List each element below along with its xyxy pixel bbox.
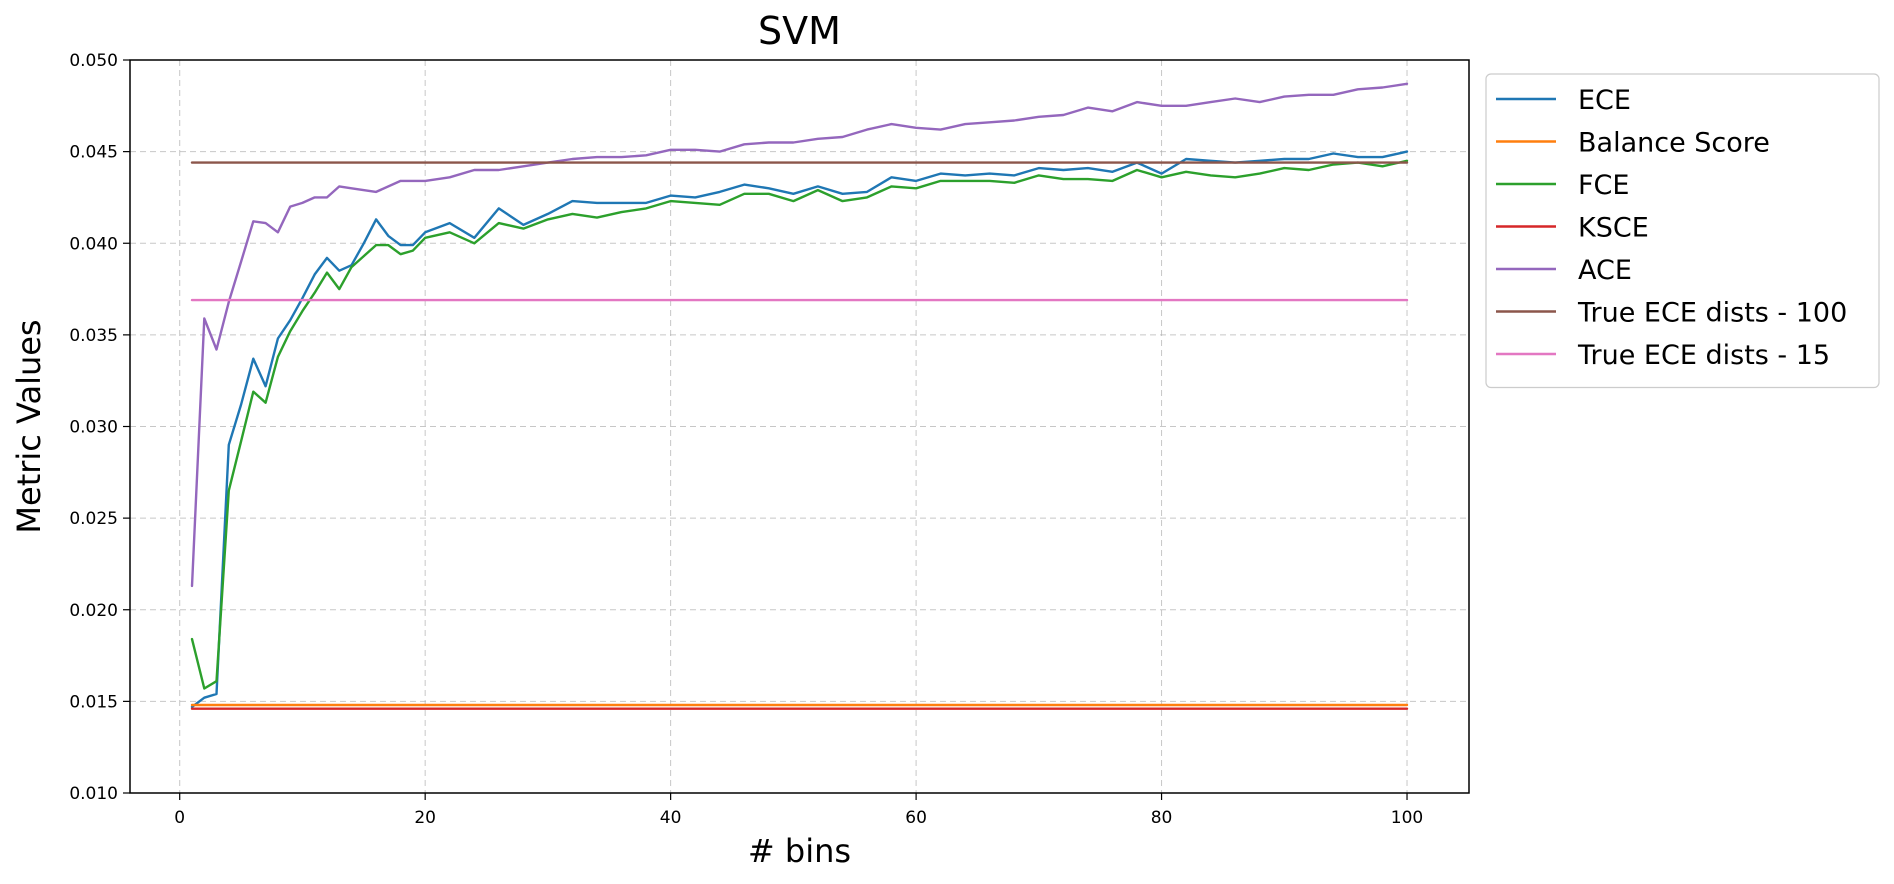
series-line-ece <box>190 150 1409 709</box>
y-axis-ticks: 0.010 0.015 0.020 0.025 0.030 0.035 0.040 0.045… <box>69 51 130 804</box>
y-tick-label: 0.040 <box>69 234 118 254</box>
series-line-ace <box>190 82 1409 588</box>
legend-label-ksce: KSCE <box>1578 213 1649 244</box>
x-tick-label: 60 <box>905 808 927 828</box>
series-line-fce <box>190 159 1409 690</box>
y-tick-label: 0.010 <box>69 784 118 804</box>
y-tick-label: 0.050 <box>69 51 118 71</box>
legend-label-true-ece-dists-15: True ECE dists - 15 <box>1577 340 1830 371</box>
x-axis-label: # bins <box>748 832 851 870</box>
series-lines <box>190 82 1409 710</box>
x-axis-ticks: 0 20 40 60 80 100 <box>174 793 1423 828</box>
x-tick-label: 100 <box>1391 808 1423 828</box>
x-tick-label: 0 <box>174 808 185 828</box>
legend-label-true-ece-dists-100: True ECE dists - 100 <box>1577 298 1847 329</box>
legend-label-fce: FCE <box>1578 170 1629 201</box>
legend-label-ace: ACE <box>1578 255 1632 286</box>
y-tick-label: 0.025 <box>69 509 118 529</box>
x-tick-label: 20 <box>414 808 436 828</box>
y-tick-label: 0.045 <box>69 143 118 163</box>
y-tick-label: 0.020 <box>69 601 118 621</box>
x-tick-label: 40 <box>660 808 682 828</box>
legend: ECE Balance Score FCE KSCE ACE True ECE dists… <box>1485 73 1880 389</box>
legend-label-ece: ECE <box>1578 85 1631 116</box>
y-tick-label: 0.035 <box>69 326 118 346</box>
y-tick-label: 0.030 <box>69 418 118 438</box>
legend-box <box>1485 73 1880 389</box>
legend-label-balance-score: Balance Score <box>1578 128 1770 159</box>
x-tick-label: 80 <box>1151 808 1173 828</box>
y-tick-label: 0.015 <box>69 692 118 712</box>
y-axis-label: Metric Values <box>10 319 48 533</box>
chart-title: SVM <box>758 9 841 53</box>
